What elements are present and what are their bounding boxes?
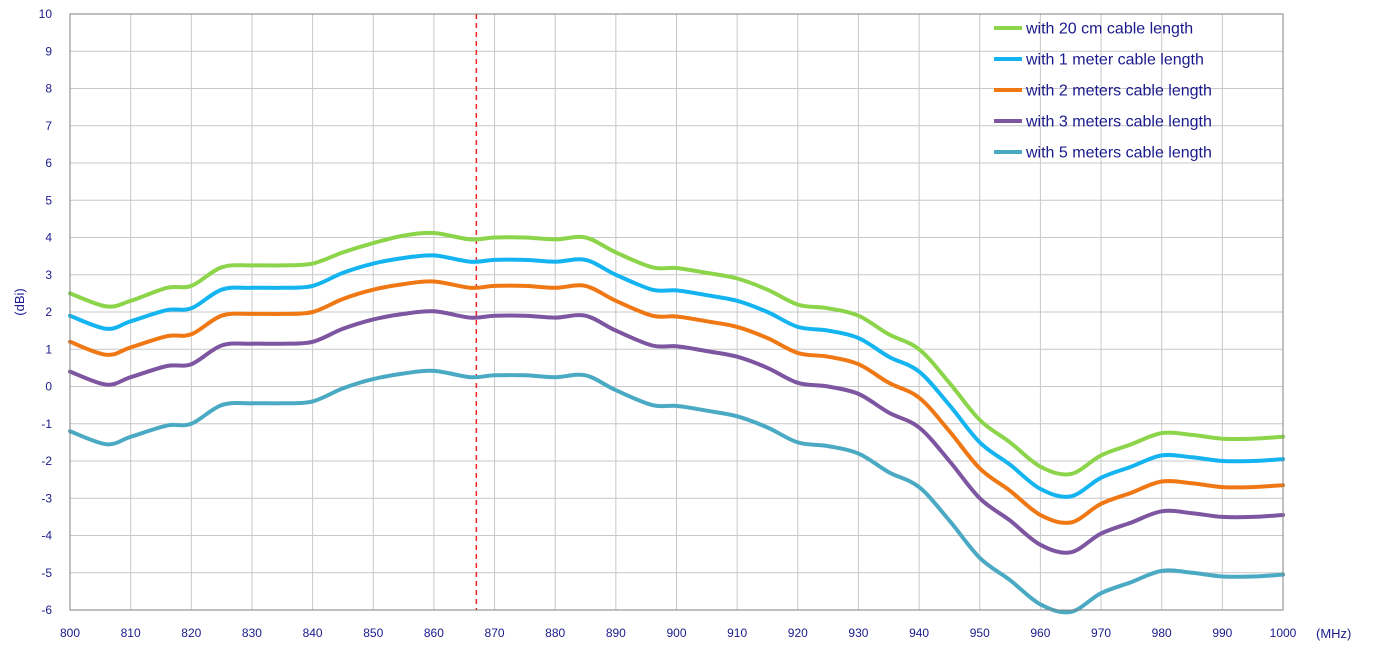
legend-item: with 2 meters cable length: [994, 83, 1212, 100]
y-tick-label: -4: [41, 529, 52, 543]
x-tick-label: 870: [485, 626, 505, 640]
x-tick-label: 940: [909, 626, 929, 640]
legend: with 20 cm cable length with 1 meter cabl…: [994, 21, 1212, 162]
legend-item: with 5 meters cable length: [994, 145, 1212, 162]
plot-frame: [69, 13, 1284, 611]
x-tick-label: 930: [848, 626, 868, 640]
series-line: [68, 309, 1285, 555]
legend-label: with 2 meters cable length: [1025, 83, 1212, 100]
legend-item: with 1 meter cable length: [994, 52, 1204, 69]
y-tick-label: 4: [45, 231, 52, 245]
y-tick-label: 9: [45, 44, 52, 58]
y-tick-label: -1: [41, 417, 52, 431]
y-tick-label: 2: [45, 305, 52, 319]
x-tick-label: 970: [1091, 626, 1111, 640]
series-line: [68, 279, 1285, 525]
legend-label: with 20 cm cable length: [1025, 21, 1193, 38]
y-axis-label: (dBi): [12, 288, 27, 315]
x-tick-label: 950: [970, 626, 990, 640]
x-tick-label: 1000: [1270, 626, 1297, 640]
x-tick-label: 910: [727, 626, 747, 640]
x-tick-labels: 800 810 820 830 840 850 860 870 880 890 900 910 920 9…: [60, 626, 1297, 640]
legend-item: with 3 meters cable length: [994, 114, 1212, 131]
series-lines: [68, 230, 1285, 615]
y-tick-label: 3: [45, 268, 52, 282]
x-tick-label: 890: [606, 626, 626, 640]
x-tick-label: 800: [60, 626, 80, 640]
y-tick-label: 6: [45, 156, 52, 170]
legend-label: with 5 meters cable length: [1025, 145, 1212, 162]
y-tick-label: -5: [41, 566, 52, 580]
x-tick-label: 960: [1030, 626, 1050, 640]
series-line: [68, 230, 1285, 477]
legend-label: with 1 meter cable length: [1025, 52, 1204, 69]
x-tick-label: 980: [1152, 626, 1172, 640]
x-tick-label: 840: [303, 626, 323, 640]
x-axis-label: (MHz): [1316, 626, 1351, 641]
series-line: [68, 253, 1285, 499]
legend-label: with 3 meters cable length: [1025, 114, 1212, 131]
y-tick-label: 7: [45, 119, 52, 133]
x-tick-label: 820: [181, 626, 201, 640]
y-tick-label: 1: [45, 342, 52, 356]
y-tick-label: 8: [45, 82, 52, 96]
y-tick-label: 5: [45, 193, 52, 207]
legend-item: with 20 cm cable length: [994, 21, 1193, 38]
y-tick-label: -6: [41, 603, 52, 617]
x-tick-label: 810: [121, 626, 141, 640]
x-tick-label: 880: [545, 626, 565, 640]
y-tick-label: -3: [41, 491, 52, 505]
x-tick-label: 850: [363, 626, 383, 640]
y-tick-label: 0: [45, 380, 52, 394]
x-tick-label: 860: [424, 626, 444, 640]
x-tick-label: 830: [242, 626, 262, 640]
series-line: [68, 368, 1285, 615]
x-tick-label: 920: [788, 626, 808, 640]
y-tick-label: 10: [39, 7, 53, 21]
x-tick-label: 900: [666, 626, 686, 640]
y-tick-label: -2: [41, 454, 52, 468]
x-tick-label: 990: [1212, 626, 1232, 640]
